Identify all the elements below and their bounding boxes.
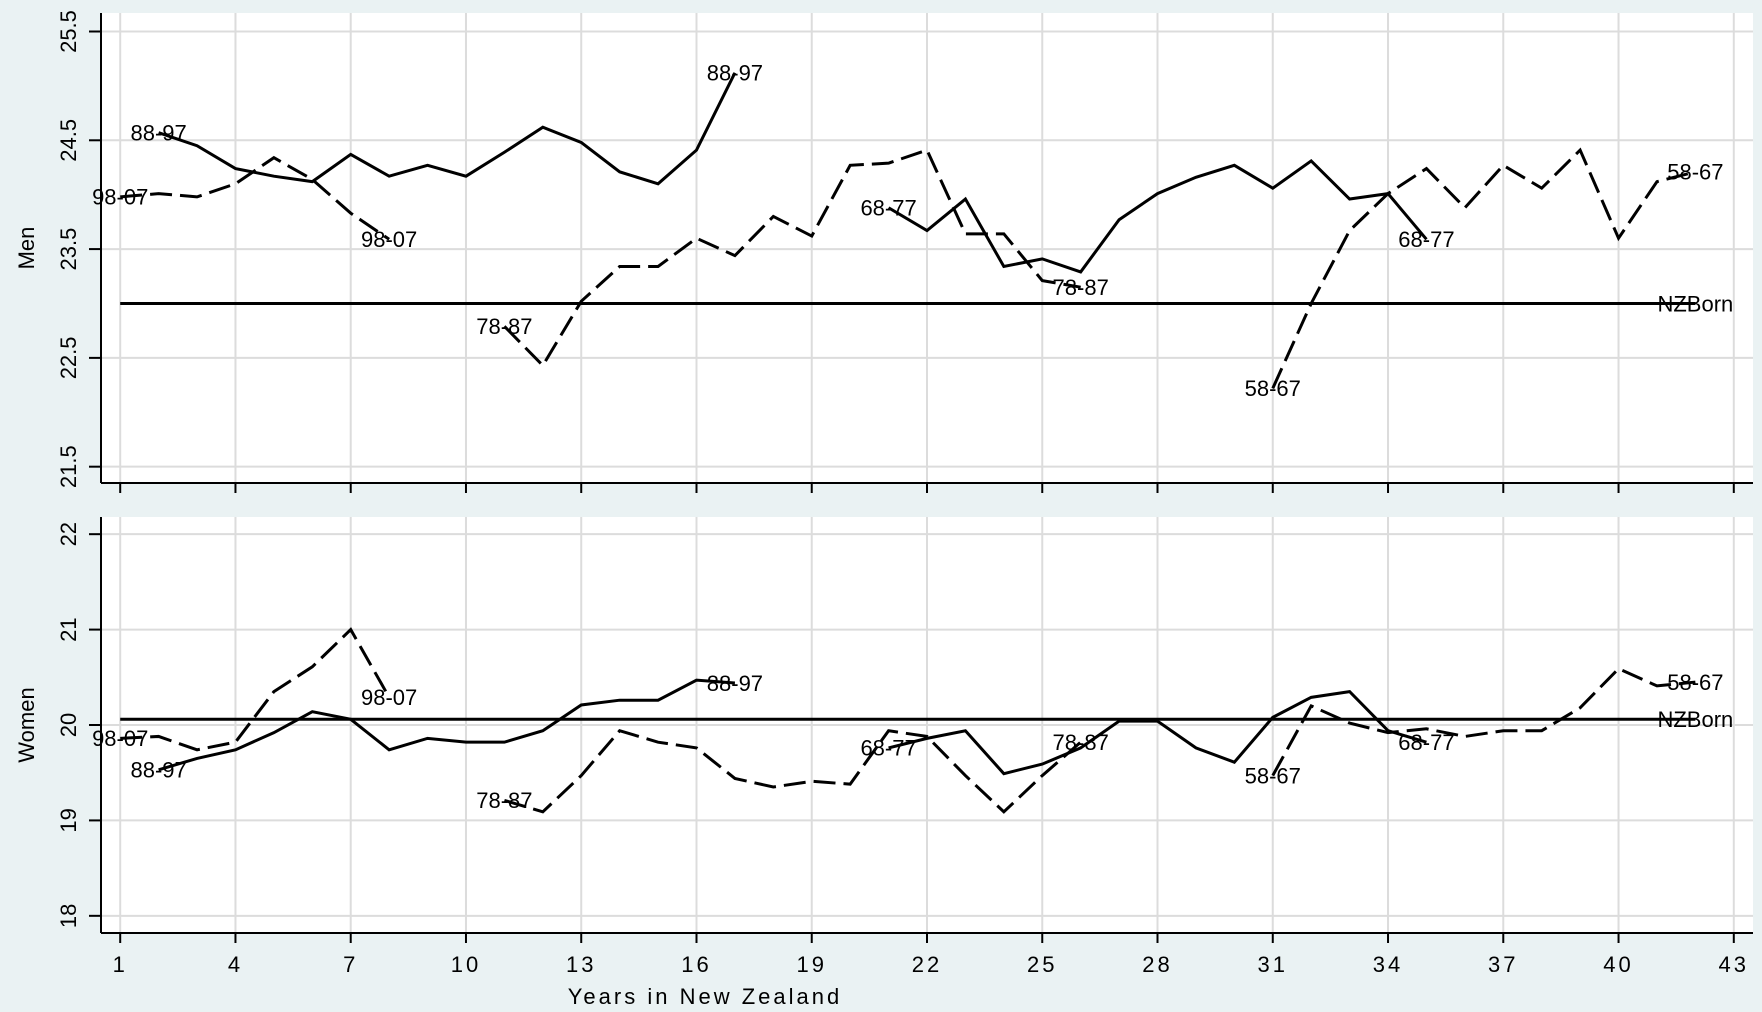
y-tick-label: 22.5 bbox=[56, 336, 81, 379]
x-tick-label: 1 bbox=[113, 952, 128, 977]
series-label: 98-07 bbox=[92, 726, 148, 751]
series-label: 78-87 bbox=[476, 788, 532, 813]
series-label: 88-97 bbox=[707, 671, 763, 696]
series-label: 88-97 bbox=[707, 61, 763, 86]
x-tick-label: 43 bbox=[1719, 952, 1749, 977]
x-axis-title: Years in New Zealand bbox=[568, 984, 842, 1009]
series-label: 78-87 bbox=[476, 314, 532, 339]
x-tick-label: 28 bbox=[1142, 952, 1172, 977]
series-label: 88-97 bbox=[130, 758, 186, 783]
series-line bbox=[887, 159, 1428, 274]
x-tick-label: 7 bbox=[343, 952, 358, 977]
series-label: 68-77 bbox=[860, 736, 916, 761]
y-axis-title: Men bbox=[14, 227, 39, 270]
series-line bbox=[158, 678, 736, 772]
series-label: 68-77 bbox=[1398, 730, 1454, 755]
x-tick-label: 37 bbox=[1488, 952, 1518, 977]
y-tick-label: 20 bbox=[56, 713, 81, 737]
y-tick-label: 24.5 bbox=[56, 119, 81, 162]
series-line bbox=[120, 155, 390, 241]
y-tick-label: 19 bbox=[56, 808, 81, 832]
y-tick-label: 21 bbox=[56, 617, 81, 641]
x-tick-label: 31 bbox=[1258, 952, 1288, 977]
series-label: 58-67 bbox=[1667, 670, 1723, 695]
series-label: NZBorn bbox=[1657, 291, 1733, 316]
series-label: 58-67 bbox=[1245, 763, 1301, 788]
series-label: 68-77 bbox=[860, 196, 916, 221]
series-label: NZBorn bbox=[1657, 707, 1733, 732]
series-line bbox=[1271, 666, 1696, 777]
series-line bbox=[1271, 147, 1696, 389]
y-tick-label: 22 bbox=[56, 522, 81, 546]
series-label: 98-07 bbox=[361, 685, 417, 710]
x-tick-label: 16 bbox=[681, 952, 711, 977]
y-tick-label: 18 bbox=[56, 904, 81, 928]
y-tick-label: 25.5 bbox=[56, 10, 81, 53]
series-label: 58-67 bbox=[1667, 160, 1723, 185]
series-line bbox=[120, 627, 391, 752]
x-tick-label: 10 bbox=[451, 952, 481, 977]
series-line bbox=[503, 729, 1082, 814]
x-tick-label: 4 bbox=[228, 952, 243, 977]
series-label: 68-77 bbox=[1398, 227, 1454, 252]
series-label: 88-97 bbox=[130, 120, 186, 145]
x-tick-label: 34 bbox=[1373, 952, 1403, 977]
y-tick-label: 21.5 bbox=[56, 445, 81, 488]
x-tick-label: 22 bbox=[912, 952, 942, 977]
series-label: 98-07 bbox=[92, 185, 148, 210]
series-label: 58-67 bbox=[1245, 376, 1301, 401]
y-tick-label: 23.5 bbox=[56, 228, 81, 271]
x-tick-label: 40 bbox=[1603, 952, 1633, 977]
series-line bbox=[158, 72, 737, 186]
series-label: 98-07 bbox=[361, 227, 417, 252]
series-line bbox=[888, 690, 1427, 776]
x-tick-label: 25 bbox=[1027, 952, 1057, 977]
x-tick-label: 19 bbox=[797, 952, 827, 977]
y-axis-title: Women bbox=[14, 687, 39, 762]
x-tick-label: 13 bbox=[566, 952, 596, 977]
series-label: 78-87 bbox=[1053, 275, 1109, 300]
